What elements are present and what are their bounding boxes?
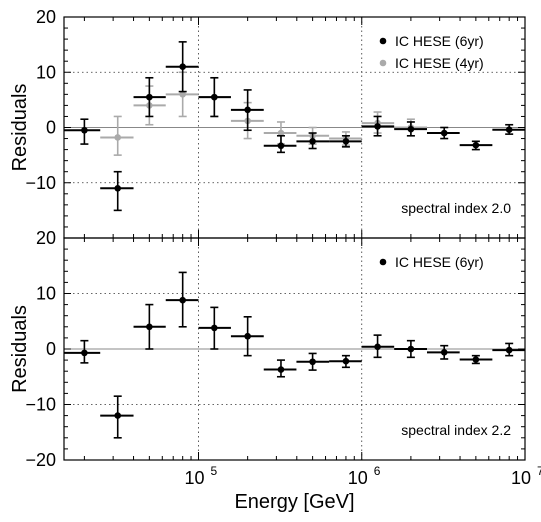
data-point [179, 91, 186, 98]
data-point [81, 349, 88, 357]
data-point [440, 349, 448, 356]
data-point [114, 134, 122, 141]
data-point [505, 126, 513, 134]
bottom-panel-grid [64, 238, 525, 460]
data-point [211, 324, 218, 332]
top-panel-y-axis-label: Residuals [9, 84, 31, 172]
x-tick-label-exponent: 7 [537, 464, 541, 478]
data-point [309, 138, 316, 145]
data-point [179, 63, 186, 71]
y-tick-label: 10 [36, 62, 56, 82]
y-tick-label: −10 [25, 395, 56, 415]
data-point [81, 126, 88, 134]
x-tick-labels: 10 5 10 6 10 7 [184, 464, 541, 488]
top-panel-series [64, 41, 525, 212]
bottom-panel-legend: IC HESE (6yr) [379, 254, 484, 270]
y-tick-label: 20 [36, 7, 56, 27]
legend-label: IC HESE (6yr) [395, 254, 484, 270]
top-panel-annotation: spectral index 2.0 [401, 200, 511, 216]
data-point [407, 125, 415, 133]
y-tick-label: −20 [25, 450, 56, 470]
data-point [309, 358, 316, 366]
legend-label: IC HESE (4yr) [395, 55, 484, 71]
data-point [211, 93, 218, 101]
legend-marker [379, 37, 387, 45]
y-tick-label: 20 [36, 228, 56, 248]
bottom-panel: 20 10 0 −10 −20 10 5 10 6 10 7 Residuals Energy [… [9, 228, 541, 513]
x-tick-label-exponent: 6 [374, 464, 381, 478]
data-point [472, 356, 480, 363]
x-tick-label: 10 [184, 468, 204, 488]
data-point [179, 296, 186, 304]
data-point [342, 138, 350, 145]
data-point [114, 412, 122, 419]
data-point [440, 129, 448, 137]
data-point [146, 93, 153, 101]
x-axis-label: Energy [GeV] [234, 491, 354, 513]
data-point [505, 346, 513, 354]
data-point [114, 184, 122, 192]
top-panel-grid [64, 17, 525, 238]
top-series-0 [64, 41, 525, 212]
top-panel-y-tick-labels: 20 10 0 −10 [25, 7, 56, 193]
bottom-panel-ticks [64, 237, 526, 461]
data-point [342, 357, 350, 365]
bottom-series-0 [64, 271, 525, 439]
data-point [472, 141, 480, 149]
legend-marker [379, 258, 387, 266]
legend-marker [379, 59, 387, 67]
x-tick-label: 10 [511, 468, 531, 488]
data-point [244, 106, 251, 114]
x-tick-label-exponent: 5 [211, 464, 218, 478]
data-point [146, 323, 153, 331]
data-point [407, 345, 415, 353]
data-point [277, 129, 285, 137]
bottom-panel-series [64, 271, 525, 439]
bottom-panel-y-tick-labels: 20 10 0 −10 −20 [25, 228, 56, 470]
x-tick-label: 10 [348, 468, 368, 488]
data-point [374, 343, 381, 351]
bottom-panel-annotation: spectral index 2.2 [401, 422, 511, 438]
data-point [374, 123, 381, 130]
top-panel-legend: IC HESE (6yr) IC HESE (4yr) [379, 33, 484, 71]
y-tick-label: 10 [36, 284, 56, 304]
legend-label: IC HESE (6yr) [395, 33, 484, 49]
data-point [277, 142, 285, 150]
y-tick-label: −10 [25, 173, 56, 193]
bottom-panel-y-axis-label: Residuals [9, 305, 31, 393]
y-tick-label: 0 [46, 339, 56, 359]
y-tick-label: 0 [46, 118, 56, 138]
data-point [277, 366, 285, 373]
data-point [244, 332, 251, 340]
